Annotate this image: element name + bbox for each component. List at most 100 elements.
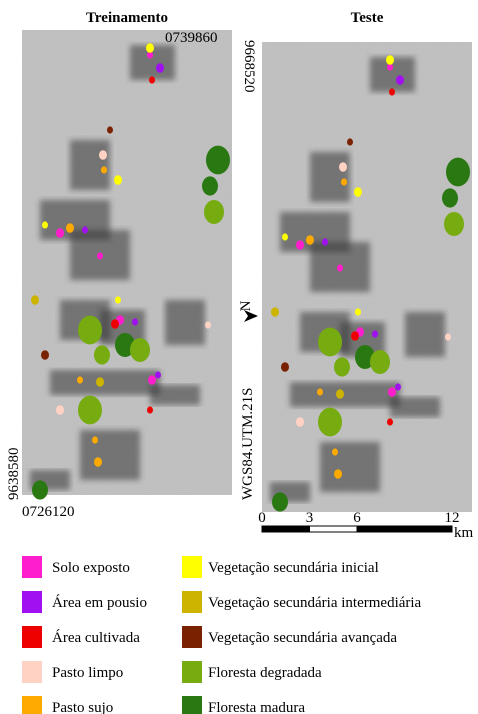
map-panel [22, 30, 232, 500]
class-polygon [41, 350, 49, 360]
class-polygon [206, 145, 230, 175]
class-polygon [341, 178, 347, 186]
class-polygon [372, 330, 378, 338]
class-polygon [101, 166, 107, 174]
class-polygon [31, 295, 39, 305]
class-polygon [347, 138, 353, 146]
coordinate-label: 0726120 [22, 504, 75, 520]
legend-swatch [182, 591, 202, 613]
dark-field [50, 370, 160, 395]
class-polygon [334, 357, 350, 377]
legend-swatch [22, 556, 42, 578]
class-polygon [386, 55, 394, 65]
class-polygon [42, 221, 48, 229]
coordinate-label: 9668520 [241, 40, 257, 93]
scale-tick-label: 3 [306, 510, 314, 526]
class-polygon [318, 327, 342, 357]
class-polygon [442, 188, 458, 208]
legend-label: Área em pousio [52, 594, 147, 611]
legend: Solo exposto Área em pousio Área cultivada… [22, 556, 422, 714]
class-polygon [351, 331, 359, 341]
class-polygon [111, 319, 119, 329]
scale-tick-label: 6 [353, 510, 361, 526]
class-polygon [156, 63, 164, 73]
class-polygon [396, 75, 404, 85]
class-polygon [32, 480, 48, 500]
class-polygon [334, 469, 342, 479]
legend-label: Área cultivada [52, 629, 140, 646]
dark-field [165, 300, 205, 345]
legend-swatch [182, 661, 202, 683]
dark-field [390, 397, 440, 417]
class-polygon [370, 350, 390, 374]
class-polygon [318, 407, 342, 437]
class-polygon [202, 176, 218, 196]
class-polygon [337, 264, 343, 272]
class-polygon [336, 389, 344, 399]
coordinate-label: 0739860 [165, 30, 218, 46]
legend-swatch [182, 626, 202, 648]
legend-swatch [22, 591, 42, 613]
legend-label: Pasto sujo [52, 700, 113, 714]
dark-field [405, 312, 445, 357]
class-polygon [355, 345, 375, 369]
class-polygon [97, 252, 103, 260]
class-polygon [395, 383, 401, 391]
class-polygon [148, 375, 156, 385]
class-polygon [99, 150, 107, 160]
legend-swatch [22, 626, 42, 648]
class-polygon [94, 457, 102, 467]
scale-segment [356, 525, 453, 533]
class-polygon [155, 371, 161, 379]
class-polygon [56, 228, 64, 238]
class-polygon [296, 240, 304, 250]
class-polygon [296, 417, 304, 427]
scale-segment [261, 525, 310, 533]
legend-swatch [22, 696, 42, 714]
class-polygon [115, 333, 135, 357]
coordinate-label: 9638580 [6, 448, 22, 501]
dark-field [70, 140, 110, 190]
class-polygon [147, 406, 153, 414]
class-polygon [317, 388, 323, 396]
class-polygon [332, 448, 338, 456]
class-polygon [388, 387, 396, 397]
class-polygon [146, 43, 154, 53]
class-polygon [115, 296, 121, 304]
dark-field [290, 382, 400, 407]
class-polygon [94, 345, 110, 365]
class-polygon [272, 492, 288, 512]
legend-label: Floresta madura [208, 700, 305, 714]
class-polygon [96, 377, 104, 387]
class-polygon [389, 88, 395, 96]
legend-swatch [22, 661, 42, 683]
class-polygon [149, 76, 155, 84]
class-polygon [132, 318, 138, 326]
class-polygon [92, 436, 98, 444]
class-polygon [82, 226, 88, 234]
legend-label: Vegetação secundária intermediária [208, 595, 422, 611]
dark-field [310, 152, 350, 202]
north-label: N [238, 300, 254, 311]
legend-swatch [182, 696, 202, 714]
dark-field [150, 385, 200, 405]
scale-segment [309, 525, 358, 533]
panel-title: Teste [351, 10, 384, 26]
legend-label: Vegetação secundária avançada [208, 630, 397, 646]
scale-unit: km [454, 525, 474, 541]
map-panel [262, 42, 472, 512]
class-polygon [204, 200, 224, 224]
class-polygon [56, 405, 64, 415]
legend-label: Pasto limpo [52, 665, 123, 681]
class-polygon [445, 333, 451, 341]
class-polygon [354, 187, 362, 197]
class-polygon [281, 362, 289, 372]
legend-label: Vegetação secundária inicial [208, 560, 379, 576]
class-polygon [107, 126, 113, 134]
legend-swatch [182, 556, 202, 578]
class-polygon [387, 418, 393, 426]
scale-tick-label: 0 [258, 510, 266, 526]
projection-label: WGS84.UTM.21S [240, 387, 256, 500]
